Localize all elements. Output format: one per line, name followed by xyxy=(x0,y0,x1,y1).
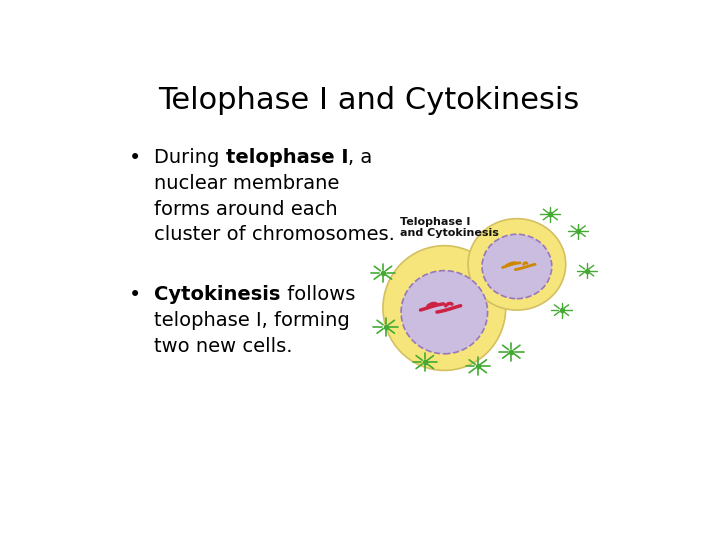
Text: cluster of chromosomes.: cluster of chromosomes. xyxy=(154,225,395,244)
Text: follows: follows xyxy=(281,285,355,304)
Text: •: • xyxy=(129,285,141,305)
Text: telophase I, forming: telophase I, forming xyxy=(154,311,350,330)
Text: forms around each: forms around each xyxy=(154,199,338,219)
Ellipse shape xyxy=(482,234,552,299)
Text: Telophase I
and Cytokinesis: Telophase I and Cytokinesis xyxy=(400,217,498,238)
Text: two new cells.: two new cells. xyxy=(154,337,292,356)
Text: telophase I: telophase I xyxy=(226,148,348,167)
Ellipse shape xyxy=(401,271,487,354)
Text: , a: , a xyxy=(348,148,372,167)
Ellipse shape xyxy=(468,219,566,310)
Text: nuclear membrane: nuclear membrane xyxy=(154,174,340,193)
Text: Cytokinesis: Cytokinesis xyxy=(154,285,281,304)
Text: •: • xyxy=(129,148,141,168)
Text: Telophase I and Cytokinesis: Telophase I and Cytokinesis xyxy=(158,85,580,114)
Text: During: During xyxy=(154,148,226,167)
Ellipse shape xyxy=(383,246,505,370)
